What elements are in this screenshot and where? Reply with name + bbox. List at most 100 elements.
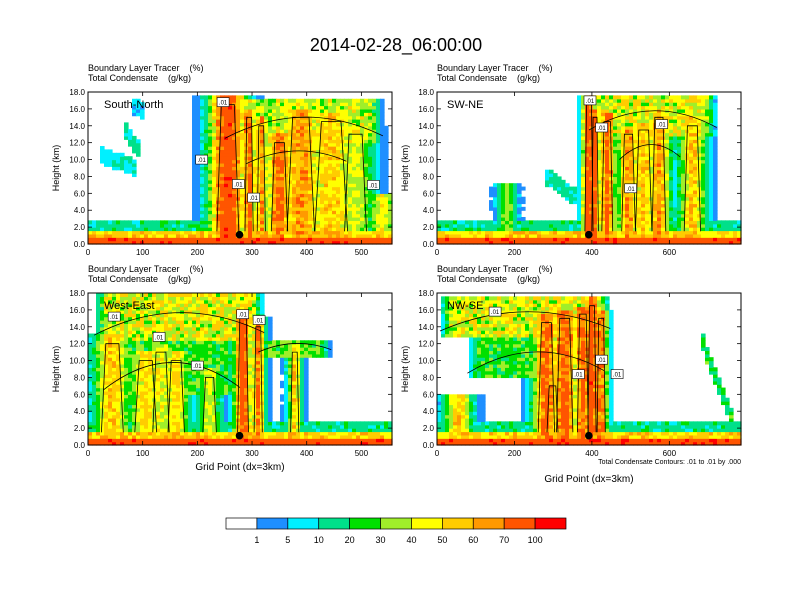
tracer-cell [585,216,590,221]
tracer-cell [228,213,233,218]
tracer-cell [288,125,293,130]
tracer-cell [264,220,269,225]
tracer-cell [296,166,301,171]
tracer-cell [276,210,281,215]
tracer-cell [729,220,734,225]
tracer-cell [521,223,526,228]
tracer-cell [88,377,93,382]
tracer-cell [501,230,506,235]
tracer-cell [352,237,357,242]
tracer-cell [308,233,313,238]
tracer-cell [244,179,249,184]
tracer-cell [144,220,149,225]
tracer-cell [625,135,630,140]
tracer-cell [260,223,265,228]
tracer-cell [533,220,538,225]
tracer-cell [308,102,313,107]
y-tick-label: 6.0 [74,189,86,198]
tracer-cell [649,176,654,181]
tracer-cell [236,142,241,147]
tracer-cell [617,183,622,188]
tracer-cell [673,108,678,113]
tracer-cell [669,189,674,194]
tracer-cell [360,223,365,228]
tracer-cell [360,193,365,198]
tracer-cell [521,233,526,238]
tracer-cell [681,108,686,113]
tracer-cell [709,176,714,181]
tracer-cell [701,162,706,167]
tracer-cell [685,173,690,178]
tracer-cell [336,102,341,107]
tracer-cell [701,135,706,140]
tracer-cell [621,237,626,242]
tracer-cell [212,102,217,107]
tracer-cell [645,193,650,198]
tracer-cell [316,203,321,208]
tracer-cell [108,384,113,389]
tracer-cell [388,220,393,225]
tracer-cell [320,98,325,103]
tracer-cell [212,186,217,191]
tracer-cell [673,152,678,157]
tracer-cell [673,213,678,218]
panel-header-line-1: Boundary Layer Tracer (%) [88,63,204,73]
tracer-cell [713,233,718,238]
panel-label: SW-NE [447,99,483,111]
tracer-cell [328,230,333,235]
tracer-cell [332,112,337,117]
tracer-cell [228,105,233,110]
tracer-cell [292,196,297,201]
tracer-cell [228,112,233,117]
tracer-cell [653,152,658,157]
tracer-cell [356,166,361,171]
tracer-cell [228,152,233,157]
tracer-cell [653,129,658,134]
tracer-cell [196,196,201,201]
tracer-cell [336,230,341,235]
tracer-cell [128,306,133,311]
tracer-cell [228,146,233,151]
tracer-cell [92,220,97,225]
tracer-cell [589,159,594,164]
tracer-cell [280,115,285,120]
tracer-cell [593,237,598,242]
tracer-cell [609,189,614,194]
tracer-cell [224,162,229,167]
tracer-cell [232,156,237,161]
tracer-cell [717,230,722,235]
tracer-cell [453,237,458,242]
tracer-cell [517,183,522,188]
tracer-cell [573,233,578,238]
tracer-cell [96,320,101,324]
tracer-cell [360,159,365,164]
tracer-cell [573,240,578,245]
tracer-cell [633,233,638,238]
tracer-cell [196,105,201,110]
tracer-cell [312,125,317,130]
tracer-cell [577,189,582,194]
tracer-cell [521,240,526,245]
tracer-cell [517,200,522,205]
tracer-cell [489,200,494,205]
tracer-cell [296,105,301,110]
tracer-cell [685,152,690,157]
tracer-cell [661,183,666,188]
tracer-cell [645,233,650,238]
tracer-cell [565,223,570,228]
tracer-cell [128,424,133,429]
tracer-cell [300,196,305,201]
tracer-cell [308,115,313,120]
tracer-cell [124,357,129,362]
tracer-cell [104,293,109,297]
tracer-cell [316,159,321,164]
tracer-cell [256,223,261,228]
tracer-cell [348,206,353,211]
tracer-cell [132,438,137,443]
tracer-cell [320,223,325,228]
tracer-cell [661,166,666,171]
tracer-cell [216,237,221,242]
tracer-cell [597,162,602,167]
condensate-contour [601,121,614,232]
tracer-cell [669,166,674,171]
